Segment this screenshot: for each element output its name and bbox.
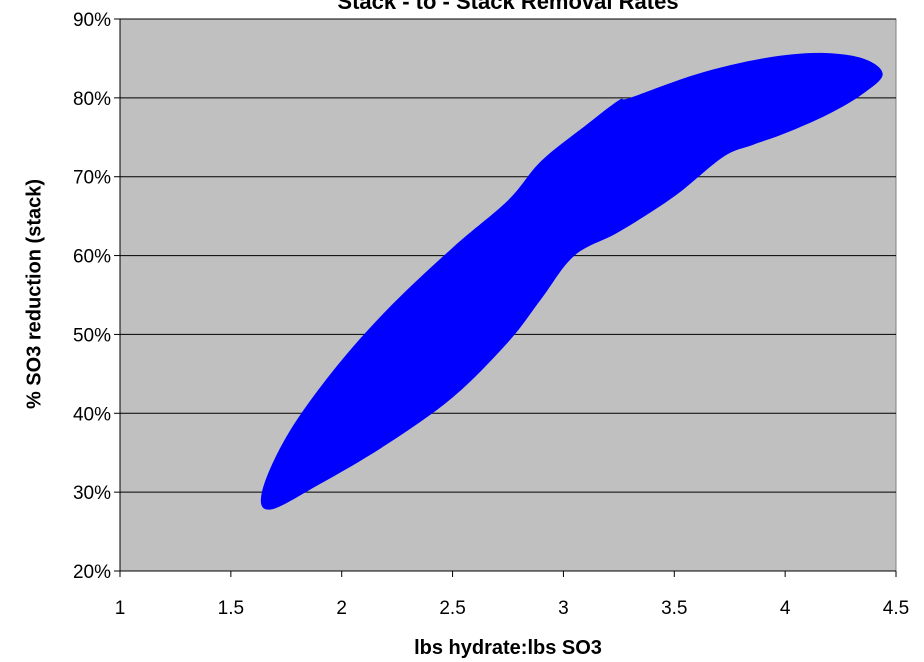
x-tick-label: 4.5 <box>883 598 909 619</box>
x-tick-label: 1 <box>115 598 126 619</box>
chart-title: Stack - to - Stack Removal Rates <box>337 0 679 14</box>
x-tick-label: 4 <box>780 598 791 619</box>
x-tick-label: 3 <box>558 598 569 619</box>
y-tick-label: 30% <box>73 483 111 504</box>
x-tick-label: 2.5 <box>439 598 465 619</box>
data-region <box>260 52 883 510</box>
y-tick-label: 50% <box>73 325 111 346</box>
y-tick-label: 40% <box>73 404 111 425</box>
axes: 20% 30% 40% 50% 60% 70% 80% 90% 1 1.5 2 2.5 3 3.5 4 4.5 <box>73 10 909 619</box>
x-axis-label: lbs hydrate:lbs SO3 <box>414 637 602 659</box>
x-tick-label: 3.5 <box>661 598 687 619</box>
y-tick-label: 90% <box>73 10 111 31</box>
y-tick-label: 60% <box>73 247 111 268</box>
y-axis-label: % SO3 reduction (stack) <box>23 178 46 410</box>
y-tick-label: 80% <box>73 89 111 110</box>
y-tick-label: 70% <box>73 168 111 189</box>
x-tick-label: 2 <box>336 598 347 619</box>
x-tick-label: 1.5 <box>218 598 244 619</box>
y-tick-label: 20% <box>73 562 111 583</box>
